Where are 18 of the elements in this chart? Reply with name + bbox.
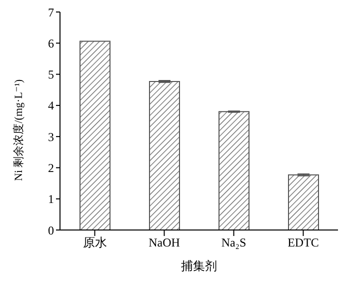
bar [218, 111, 250, 230]
x-axis-title: 捕集剂 [181, 259, 217, 273]
y-tick-label: 5 [48, 68, 54, 82]
bar [288, 174, 319, 230]
y-tick-label: 0 [48, 223, 54, 238]
x-tick-label: EDTC [288, 236, 319, 250]
x-tick-label: Na₂S [221, 236, 246, 250]
y-tick-label: 4 [48, 98, 54, 113]
bar [149, 80, 180, 230]
x-tick-label: NaOH [148, 236, 180, 250]
y-axis-title: Ni 剩余浓度/(mg·L⁻¹) [12, 78, 25, 181]
y-tick-label: 2 [48, 160, 54, 175]
y-tick-label: 7 [48, 5, 54, 20]
y-tick-label: 1 [48, 192, 54, 206]
y-tick-label: 3 [48, 130, 54, 144]
bar [80, 40, 110, 230]
x-tick-label: 原水 [82, 236, 107, 250]
y-tick-label: 6 [48, 36, 54, 50]
